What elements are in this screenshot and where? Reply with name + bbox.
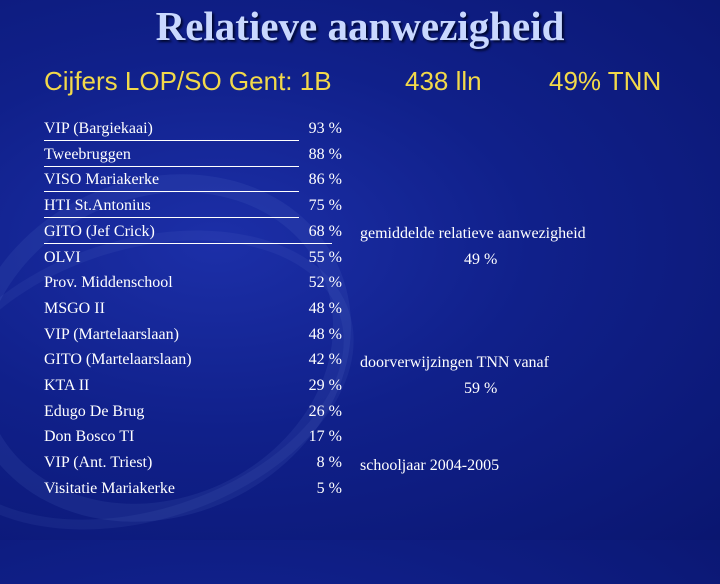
school-name: Tweebruggen (44, 145, 131, 163)
average-label: gemiddelde relatieve aanwezigheid (360, 225, 586, 242)
school-row: VISO Mariakerke 86 % (44, 171, 342, 196)
subtitle-region: Cijfers LOP/SO Gent: 1B (44, 66, 332, 96)
school-name: KTA II (44, 377, 90, 394)
referral-label: doorverwijzingen TNN vanaf (360, 354, 549, 371)
school-row: Prov. Middenschool 52 % (44, 274, 342, 299)
average-value: 49 % (464, 251, 498, 268)
school-row: GITO (Jef Crick) 68 % (44, 222, 342, 248)
school-percentage: 52 % (308, 274, 342, 292)
school-name: HTI St.Antonius (44, 197, 151, 215)
school-percentage: 48 % (308, 299, 342, 317)
school-percentage: 55 % (308, 248, 342, 266)
school-row: Visitatie Mariakerke 5 % (44, 479, 342, 505)
subtitle-tnn-percentage: 49% TNN (549, 66, 662, 96)
row-underline (44, 140, 299, 141)
school-row: HTI St.Antonius 75 % (44, 197, 342, 222)
school-percentage: 48 % (308, 325, 342, 343)
school-row: VIP (Martelaarslaan) 48 % (44, 325, 342, 351)
school-name: GITO (Martelaarslaan) (44, 351, 192, 369)
school-percentage: 93 % (308, 120, 342, 137)
school-row: VIP (Bargiekaai) 93 % (44, 120, 342, 145)
row-underline (44, 191, 299, 193)
school-row: KTA II 29 % (44, 377, 342, 402)
school-row: MSGO II 48 % (44, 299, 342, 325)
school-name: Edugo De Brug (44, 402, 145, 420)
school-name: VIP (Martelaarslaan) (44, 325, 179, 343)
school-row: OLVI 55 % (44, 248, 342, 274)
school-percentage: 75 % (308, 197, 342, 215)
school-row: Tweebruggen 88 % (44, 145, 342, 171)
school-name: VIP (Bargiekaai) (44, 120, 153, 137)
school-percentage: 42 % (308, 351, 342, 369)
school-percentage: 26 % (308, 402, 342, 420)
school-name: Don Bosco TI (44, 428, 135, 446)
school-percentage: 5 % (316, 479, 342, 497)
row-underline (44, 165, 299, 167)
referral-value: 59 % (464, 380, 498, 397)
school-row: Don Bosco TI 17 % (44, 428, 342, 453)
school-percentage: 86 % (308, 171, 342, 189)
row-underline (44, 242, 332, 244)
school-percentage: 68 % (308, 222, 342, 240)
school-name: OLVI (44, 248, 81, 266)
school-percentage: 8 % (316, 454, 342, 472)
school-name: Prov. Middenschool (44, 274, 173, 292)
school-name: VIP (Ant. Triest) (44, 454, 153, 472)
school-name: VISO Mariakerke (44, 171, 160, 189)
school-percentage: 17 % (308, 428, 342, 446)
school-year: schooljaar 2004-2005 (360, 457, 500, 474)
school-row: GITO (Martelaarslaan) 42 % (44, 351, 342, 376)
school-percentage: 88 % (308, 145, 342, 163)
school-row: VIP (Ant. Triest) 8 % (44, 454, 342, 479)
school-name: Visitatie Mariakerke (44, 479, 175, 497)
school-name: GITO (Jef Crick) (44, 222, 155, 240)
row-underline (44, 217, 299, 219)
slide-title: Relatieve aanwezigheid (155, 3, 565, 49)
school-row: Edugo De Brug 26 % (44, 402, 342, 428)
subtitle-student-count: 438 lln (405, 66, 482, 96)
school-percentage: 29 % (308, 377, 342, 394)
school-name: MSGO II (44, 299, 105, 317)
